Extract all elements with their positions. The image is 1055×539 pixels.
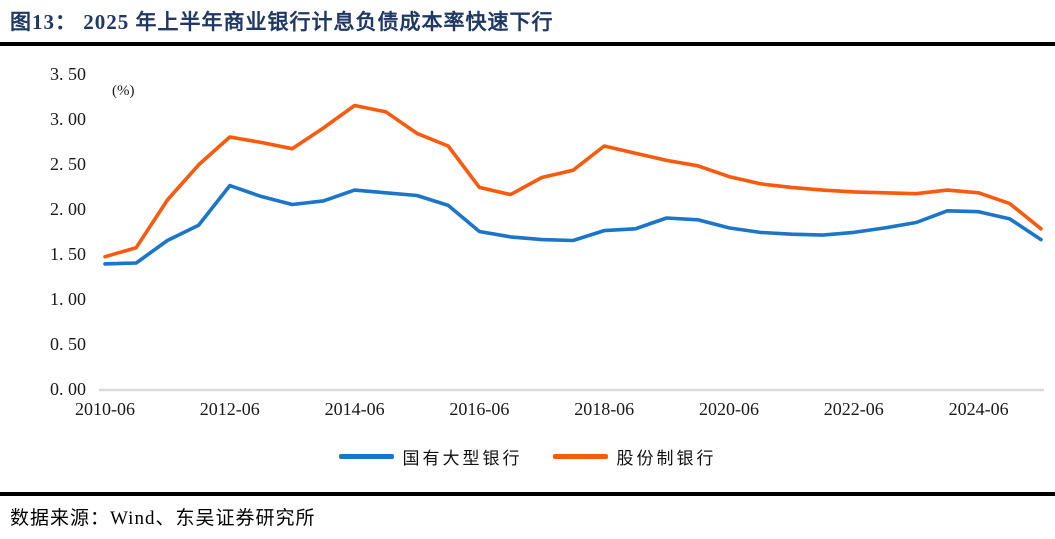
y-axis-unit-label: (%) [112,83,135,99]
x-tick-label: 2016-06 [449,399,509,419]
figure-title: 图13： 2025 年上半年商业银行计息负债成本率快速下行 [10,10,554,34]
legend-label-joint-stock-banks: 股份制银行 [616,449,717,468]
legend-item-state-owned-large-banks: 国有大型银行 [338,444,523,469]
legend-item-joint-stock-banks: 股份制银行 [552,444,717,469]
y-tick-label: 0. 50 [50,334,86,354]
y-tick-label: 1. 50 [50,244,86,264]
x-tick-label: 2014-06 [325,399,385,419]
x-tick-label: 2018-06 [574,399,634,419]
y-tick-label: 3. 00 [50,109,86,129]
title-divider-line [0,42,1055,46]
x-tick-label: 2010-06 [75,399,135,419]
source-divider-line [0,492,1055,496]
legend-label-state-owned-large-banks: 国有大型银行 [402,449,523,468]
legend-swatch-joint-stock-banks [552,454,608,459]
y-tick-label: 2. 50 [50,154,86,174]
x-tick-label: 2024-06 [949,399,1009,419]
y-tick-label: 0. 00 [50,379,86,399]
x-tick-label: 2012-06 [200,399,260,419]
y-tick-label: 2. 00 [50,199,86,219]
legend-swatch-state-owned-large-banks [338,454,394,459]
chart-legend: 国有大型银行 股份制银行 [0,444,1055,469]
y-tick-label: 3. 50 [50,64,86,84]
series-line-joint-stock-banks [103,103,1043,259]
x-tick-label: 2020-06 [699,399,759,419]
x-tick-label: 2022-06 [824,399,884,419]
series-line-state-owned-large-banks [103,183,1043,266]
y-tick-label: 1. 00 [50,289,86,309]
data-source: 数据来源：Wind、东吴证券研究所 [10,508,316,529]
